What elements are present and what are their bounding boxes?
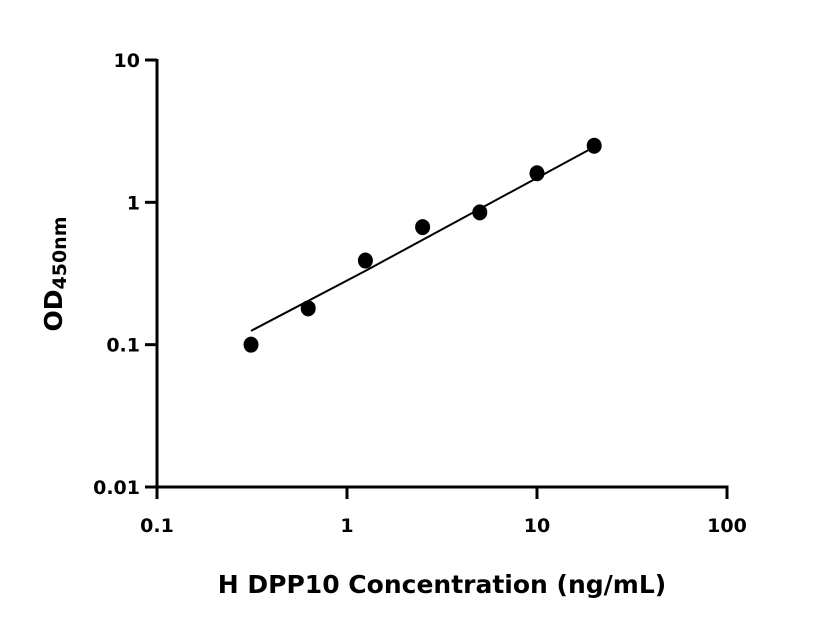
- x-tick-label: 100: [707, 515, 747, 537]
- y-tick-label: 0.01: [93, 477, 140, 499]
- y-axis-title: OD450nm: [39, 216, 71, 331]
- x-tick-label: 0.1: [140, 515, 174, 537]
- data-point: [415, 219, 431, 236]
- y-tick-label: 10: [114, 50, 140, 72]
- data-point: [357, 252, 373, 269]
- data-point: [243, 336, 259, 353]
- x-axis-title: H DPP10 Concentration (ng/mL): [218, 570, 666, 599]
- marks: [243, 137, 602, 353]
- fit-curve: [250, 146, 595, 332]
- y-axis-title-subscript: 450nm: [49, 216, 71, 289]
- x-tick-label: 1: [340, 515, 353, 537]
- axes: [155, 59, 729, 489]
- data-point: [472, 204, 488, 221]
- y-tick-label: 0.1: [106, 335, 140, 357]
- data-point: [586, 137, 602, 154]
- y-tick-label: 1: [127, 192, 140, 214]
- y-axis-title-main: OD: [39, 289, 68, 331]
- data-point: [529, 165, 545, 182]
- x-tick-label: 10: [524, 515, 550, 537]
- data-point: [300, 300, 316, 317]
